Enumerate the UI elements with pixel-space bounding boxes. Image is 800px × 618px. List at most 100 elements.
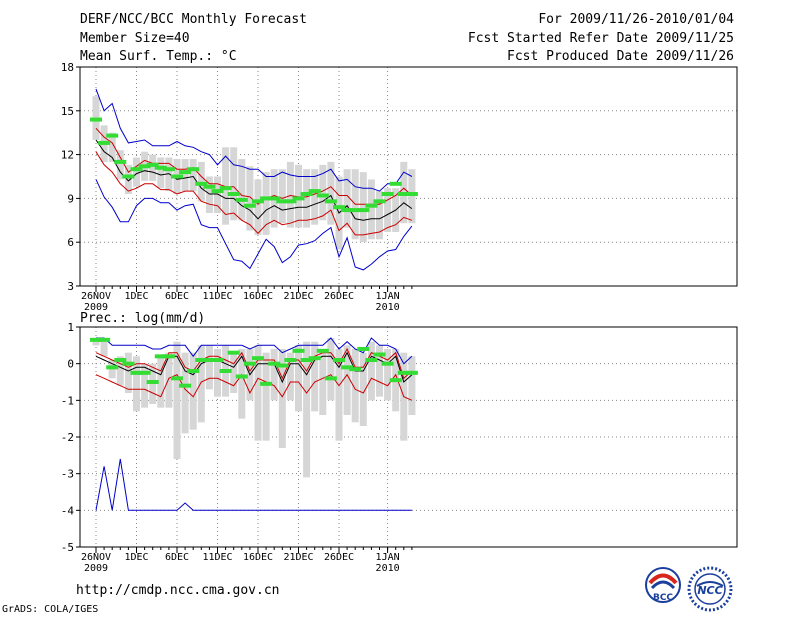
prec-range-bar: [367, 341, 375, 401]
temp-median-marker: [397, 192, 410, 197]
temp-xtick-label: 1DEC: [124, 291, 148, 302]
temp-median-marker: [187, 167, 200, 172]
prec-xtick-label: 26DEC: [324, 552, 354, 563]
temp-median-marker: [341, 208, 354, 213]
panel-title-precipitation: Prec.: log(mm/d): [80, 311, 206, 326]
temp-range-bar: [157, 157, 165, 189]
temp-range-bar: [238, 158, 246, 221]
temp-xtick-sublabel: 2009: [84, 302, 108, 313]
temp-ytick-label: 15: [61, 105, 74, 118]
prec-range-bar: [230, 352, 238, 393]
prec-xtick-label: 1JAN: [376, 552, 400, 563]
prec-ytick-label: -4: [61, 504, 75, 517]
prec-median-marker: [122, 361, 135, 366]
temp-median-marker: [284, 199, 297, 204]
temp-range-bar: [367, 179, 375, 240]
temp-median-marker: [333, 205, 345, 210]
prec-ytick-label: -1: [61, 394, 74, 407]
temp-range-bar: [124, 164, 132, 195]
temp-median-marker: [122, 174, 135, 179]
temp-median-marker: [373, 199, 386, 204]
prec-line-lower-spread: [95, 373, 413, 401]
temp-xtick-label: 16DEC: [243, 291, 273, 302]
temp-median-marker: [300, 192, 313, 197]
prec-median-marker: [333, 358, 345, 362]
temp-median-marker: [389, 181, 402, 186]
prec-median-marker: [130, 370, 143, 375]
temp-median-marker: [235, 197, 248, 202]
prec-range-bar: [116, 356, 124, 386]
prec-median-marker: [235, 374, 248, 379]
temp-range-bar: [165, 157, 173, 192]
temp-line-mean: [95, 139, 413, 221]
forecast-period: For 2009/11/26-2010/01/04: [538, 12, 734, 27]
prec-range-bar: [141, 363, 149, 408]
prec-ytick-label: -2: [61, 431, 74, 444]
temp-xtick-label: 21DEC: [283, 291, 313, 302]
prec-range-bar: [319, 349, 327, 415]
temp-line-lower-envelope: [95, 179, 413, 271]
prec-median-marker: [187, 369, 200, 373]
temp-median-marker: [211, 189, 224, 194]
temp-range-bar: [149, 154, 157, 181]
prec-ytick-label: 0: [67, 358, 74, 371]
temp-range-bar: [254, 179, 262, 235]
temp-median-marker: [227, 192, 240, 197]
temp-range-bar: [384, 188, 392, 232]
temp-median-marker: [316, 193, 329, 198]
temp-median-marker: [405, 192, 418, 197]
prec-median-marker: [397, 370, 410, 375]
ncc-logo: NCC: [686, 566, 734, 612]
temp-range-bar: [303, 169, 311, 228]
temp-median-marker: [138, 164, 151, 169]
prec-median-marker: [405, 370, 418, 375]
member-size: Member Size=40: [80, 31, 190, 46]
temp-range-bar: [327, 161, 335, 225]
prec-range-bar: [311, 341, 319, 412]
temp-range-bar: [262, 172, 270, 235]
temp-range-bar: [286, 161, 294, 228]
prec-median-marker: [324, 376, 337, 381]
temp-line-lower-spread: [95, 151, 413, 236]
prec-range-bar: [173, 341, 181, 459]
prec-median-marker: [171, 376, 183, 381]
prec-median-marker: [373, 352, 386, 357]
prec-median-marker: [90, 337, 102, 342]
prec-range-bar: [189, 352, 197, 430]
prec-median-marker: [162, 354, 175, 359]
panel-title-temperature: Mean Surf. Temp.: °C: [80, 49, 237, 64]
temp-median-marker: [154, 165, 167, 170]
temp-range-bar: [181, 158, 189, 192]
prec-range-bar: [295, 345, 302, 412]
temp-median-marker: [171, 174, 183, 179]
prec-median-marker: [308, 356, 321, 361]
prec-median-marker: [219, 369, 232, 373]
prec-median-marker: [203, 358, 216, 362]
prec-range-bar: [303, 341, 311, 478]
prec-range-bar: [214, 349, 221, 397]
prec-median-marker: [389, 378, 402, 383]
temp-ytick-label: 9: [67, 192, 74, 205]
temp-median-marker: [203, 184, 216, 189]
temp-median-marker: [146, 162, 159, 167]
prec-xtick-label: 26NOV: [81, 552, 111, 563]
temp-median-marker: [260, 196, 273, 201]
prec-xtick-label: 6DEC: [165, 552, 189, 563]
temp-median-marker: [365, 203, 378, 208]
prec-median-marker: [300, 358, 313, 362]
ncc-logo-text: NCC: [697, 584, 722, 597]
temp-median-marker: [114, 159, 127, 164]
temp-median-marker: [349, 208, 362, 213]
prec-median-marker: [138, 370, 151, 375]
prec-median-marker: [227, 350, 240, 355]
temp-ytick-label: 6: [67, 236, 74, 249]
prec-median-marker: [381, 361, 394, 366]
bcc-logo: BCC: [638, 566, 688, 610]
prec-median-marker: [268, 361, 281, 366]
temp-xtick-label: 26DEC: [324, 291, 354, 302]
prec-ytick-label: -5: [61, 541, 74, 554]
footer-url[interactable]: http://cmdp.ncc.cma.gov.cn: [76, 583, 280, 598]
forecast-produced-date: Fcst Produced Date 2009/11/26: [507, 49, 734, 64]
temp-range-bar: [343, 169, 351, 228]
prec-range-bar: [408, 356, 416, 415]
